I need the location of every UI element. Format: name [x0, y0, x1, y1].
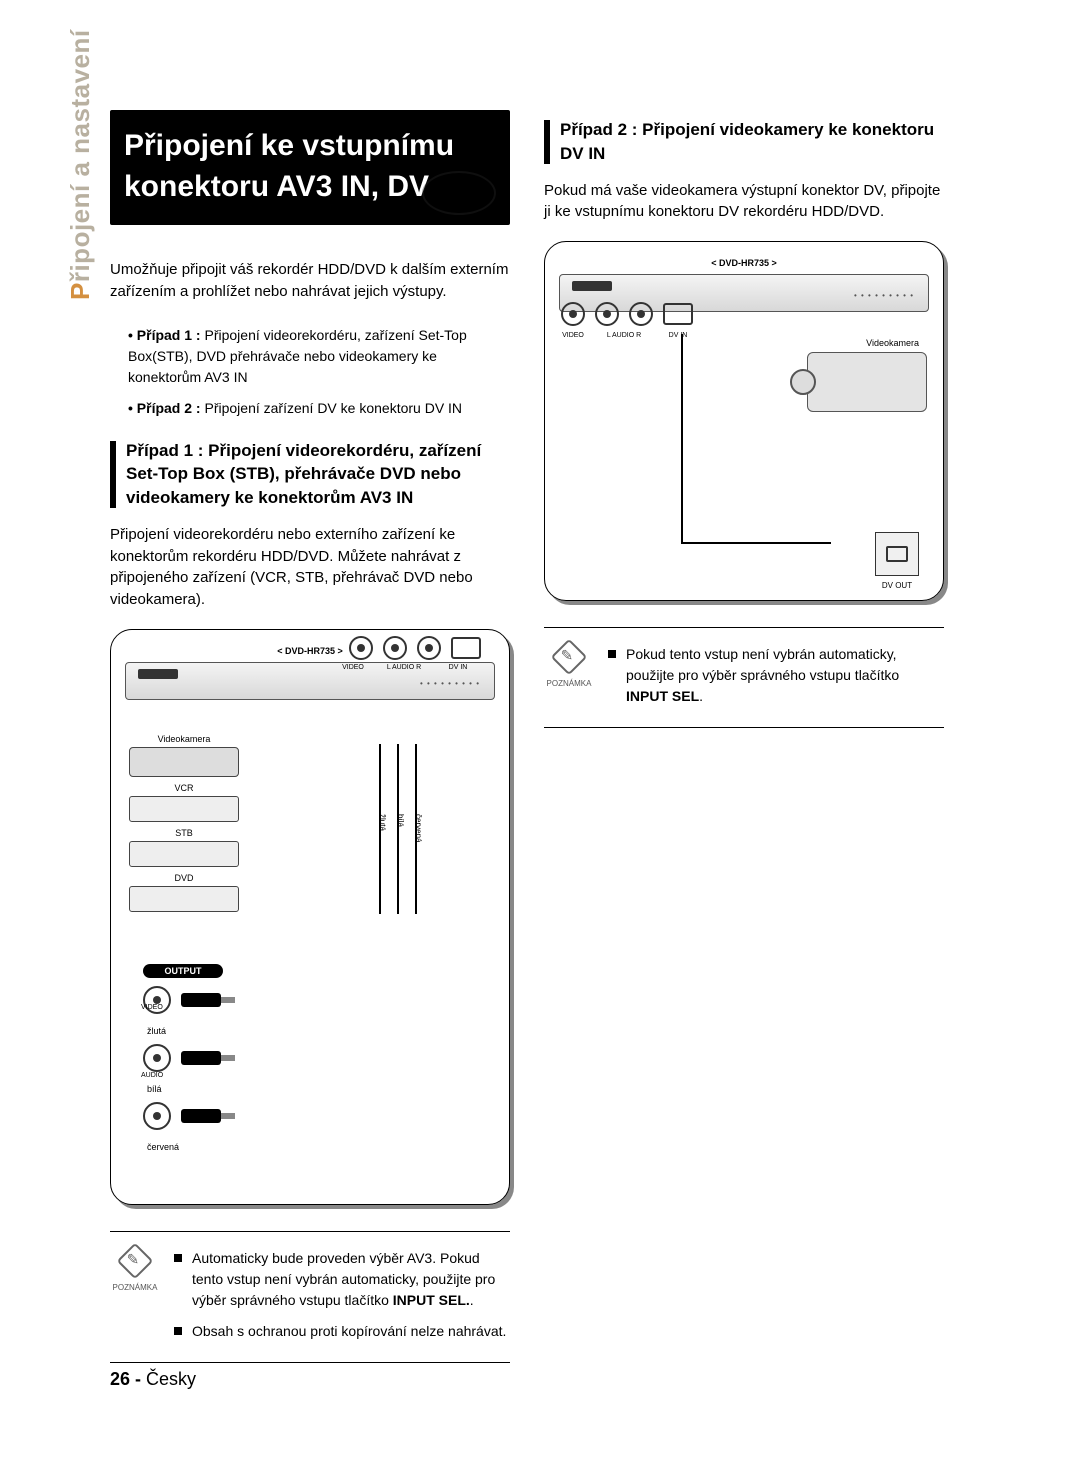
vertical-cables: žlutá bílá červená	[375, 744, 435, 914]
note-block-right: POZNÁMKA Pokud tento vstup není vybrán a…	[544, 644, 944, 717]
out-color-red: červená	[147, 1142, 223, 1152]
bullet2-label: • Případ 2 :	[128, 400, 201, 416]
divider-line	[110, 1362, 510, 1363]
case1-body: Připojení videorekordéru nebo externího …	[110, 524, 510, 611]
camcorder-label: Videokamera	[129, 734, 239, 744]
page-footer: 26 - Česky	[110, 1369, 196, 1390]
dvd-icon	[129, 886, 239, 912]
note-icon	[117, 1243, 154, 1280]
front-panel-ports-2	[561, 302, 693, 326]
banner-line-1: Připojení ke vstupnímu	[124, 126, 496, 167]
plug-yellow-icon	[181, 993, 221, 1007]
rca-audio-l-icon	[383, 636, 407, 660]
bullet-square-icon	[608, 650, 616, 658]
bullet-square-icon	[174, 1327, 182, 1335]
port-label-audio-2: L AUDIO R	[595, 332, 653, 339]
rca-video-icon	[349, 636, 373, 660]
sidebar-rest: řipojení a nastavení	[65, 29, 95, 282]
dv-out-label: DV OUT	[875, 581, 919, 590]
bullet-square-icon	[174, 1254, 182, 1262]
cable-color-white-v: bílá	[396, 814, 405, 827]
case-bullets: • Případ 1 : Připojení videorekordéru, z…	[110, 325, 510, 419]
page-number: 26 -	[110, 1369, 141, 1389]
dv-in-port-icon-2	[663, 303, 693, 325]
footer-lang: Česky	[141, 1369, 196, 1389]
port-label-video: VIDEO	[341, 664, 365, 671]
divider-line	[110, 1231, 510, 1232]
model-label-2: < DVD-HR735 >	[559, 258, 929, 268]
note-left-1: Automaticky bude proveden výběr AV3. Pok…	[192, 1248, 510, 1311]
case2-heading: Případ 2 : Připojení videokamery ke kone…	[544, 118, 944, 166]
rca-audio-r-icon-2	[629, 302, 653, 326]
out-video-label: VIDEO	[141, 1004, 163, 1011]
camcorder-icon-2	[807, 352, 927, 412]
output-tag: OUTPUT	[143, 964, 223, 978]
out-rca-audio-r-icon	[143, 1102, 171, 1130]
rca-audio-l-icon-2	[595, 302, 619, 326]
case2-body: Pokud má vaše videokamera výstupní konek…	[544, 180, 944, 224]
port-labels-row-2: VIDEO L AUDIO R DV IN	[561, 332, 693, 339]
case1-heading: Případ 1 : Připojení videorekordéru, zař…	[110, 439, 510, 510]
port-label-dvin: DV IN	[443, 664, 473, 671]
cable-color-yellow-v: žlutá	[378, 814, 387, 831]
source-device-stack: Videokamera VCR STB DVD	[129, 734, 239, 918]
note-right-1: Pokud tento vstup není vybrán automatick…	[626, 644, 944, 707]
out-color-white: bílá	[147, 1084, 223, 1094]
camcorder-icon	[129, 747, 239, 777]
note-block-left: POZNÁMKA Automaticky bude proveden výběr…	[110, 1248, 510, 1352]
out-rca-audio-l-icon	[143, 1044, 171, 1072]
camcorder-label-2: Videokamera	[866, 338, 919, 348]
dv-in-port-icon	[451, 637, 481, 659]
diagram-case1: < DVD-HR735 > VIDEO L AUDIO R DV IN Vide…	[110, 629, 510, 1205]
dvd-label: DVD	[129, 873, 239, 883]
vcr-label: VCR	[129, 783, 239, 793]
output-block: OUTPUT VIDEO žlutá AUDIO bílá	[143, 964, 223, 1152]
plug-red-icon	[181, 1109, 221, 1123]
rca-video-icon-2	[561, 302, 585, 326]
rca-audio-r-icon	[417, 636, 441, 660]
note-icon-label: POZNÁMKA	[113, 1282, 158, 1294]
bullet2-text: Připojení zařízení DV ke konektoru DV IN	[201, 400, 462, 416]
cable-color-red-v: červená	[414, 814, 423, 842]
port-label-video-2: VIDEO	[561, 332, 585, 339]
dv-cable-line	[681, 334, 683, 544]
sidebar-section-label: Připojení a nastavení	[65, 29, 96, 300]
note-icon	[551, 639, 588, 676]
dv-out-port-icon	[875, 532, 919, 576]
plug-white-icon	[181, 1051, 221, 1065]
out-audio-label: AUDIO	[141, 1072, 163, 1079]
sidebar-accent-letter: P	[65, 282, 95, 300]
vcr-icon	[129, 796, 239, 822]
note-icon-label-2: POZNÁMKA	[547, 678, 592, 690]
stb-label: STB	[129, 828, 239, 838]
divider-line	[544, 627, 944, 628]
front-panel-ports	[349, 636, 481, 660]
title-banner: Připojení ke vstupnímu konektoru AV3 IN,…	[110, 110, 510, 225]
banner-line-2: konektoru AV3 IN, DV	[124, 167, 496, 208]
port-labels-row: VIDEO L AUDIO R DV IN	[341, 664, 481, 671]
intro-paragraph: Umožňuje připojit váš rekordér HDD/DVD k…	[110, 259, 510, 303]
bullet1-label: • Případ 1 :	[128, 327, 201, 343]
diagram-case2: < DVD-HR735 > VIDEO L AUDIO R DV IN Vide…	[544, 241, 944, 601]
divider-line	[544, 727, 944, 728]
port-label-audio: L AUDIO R	[375, 664, 433, 671]
port-label-dvin-2: DV IN	[663, 332, 693, 339]
note-left-2: Obsah s ochranou proti kopírování nelze …	[192, 1321, 506, 1342]
stb-icon	[129, 841, 239, 867]
out-color-yellow: žlutá	[147, 1026, 223, 1036]
